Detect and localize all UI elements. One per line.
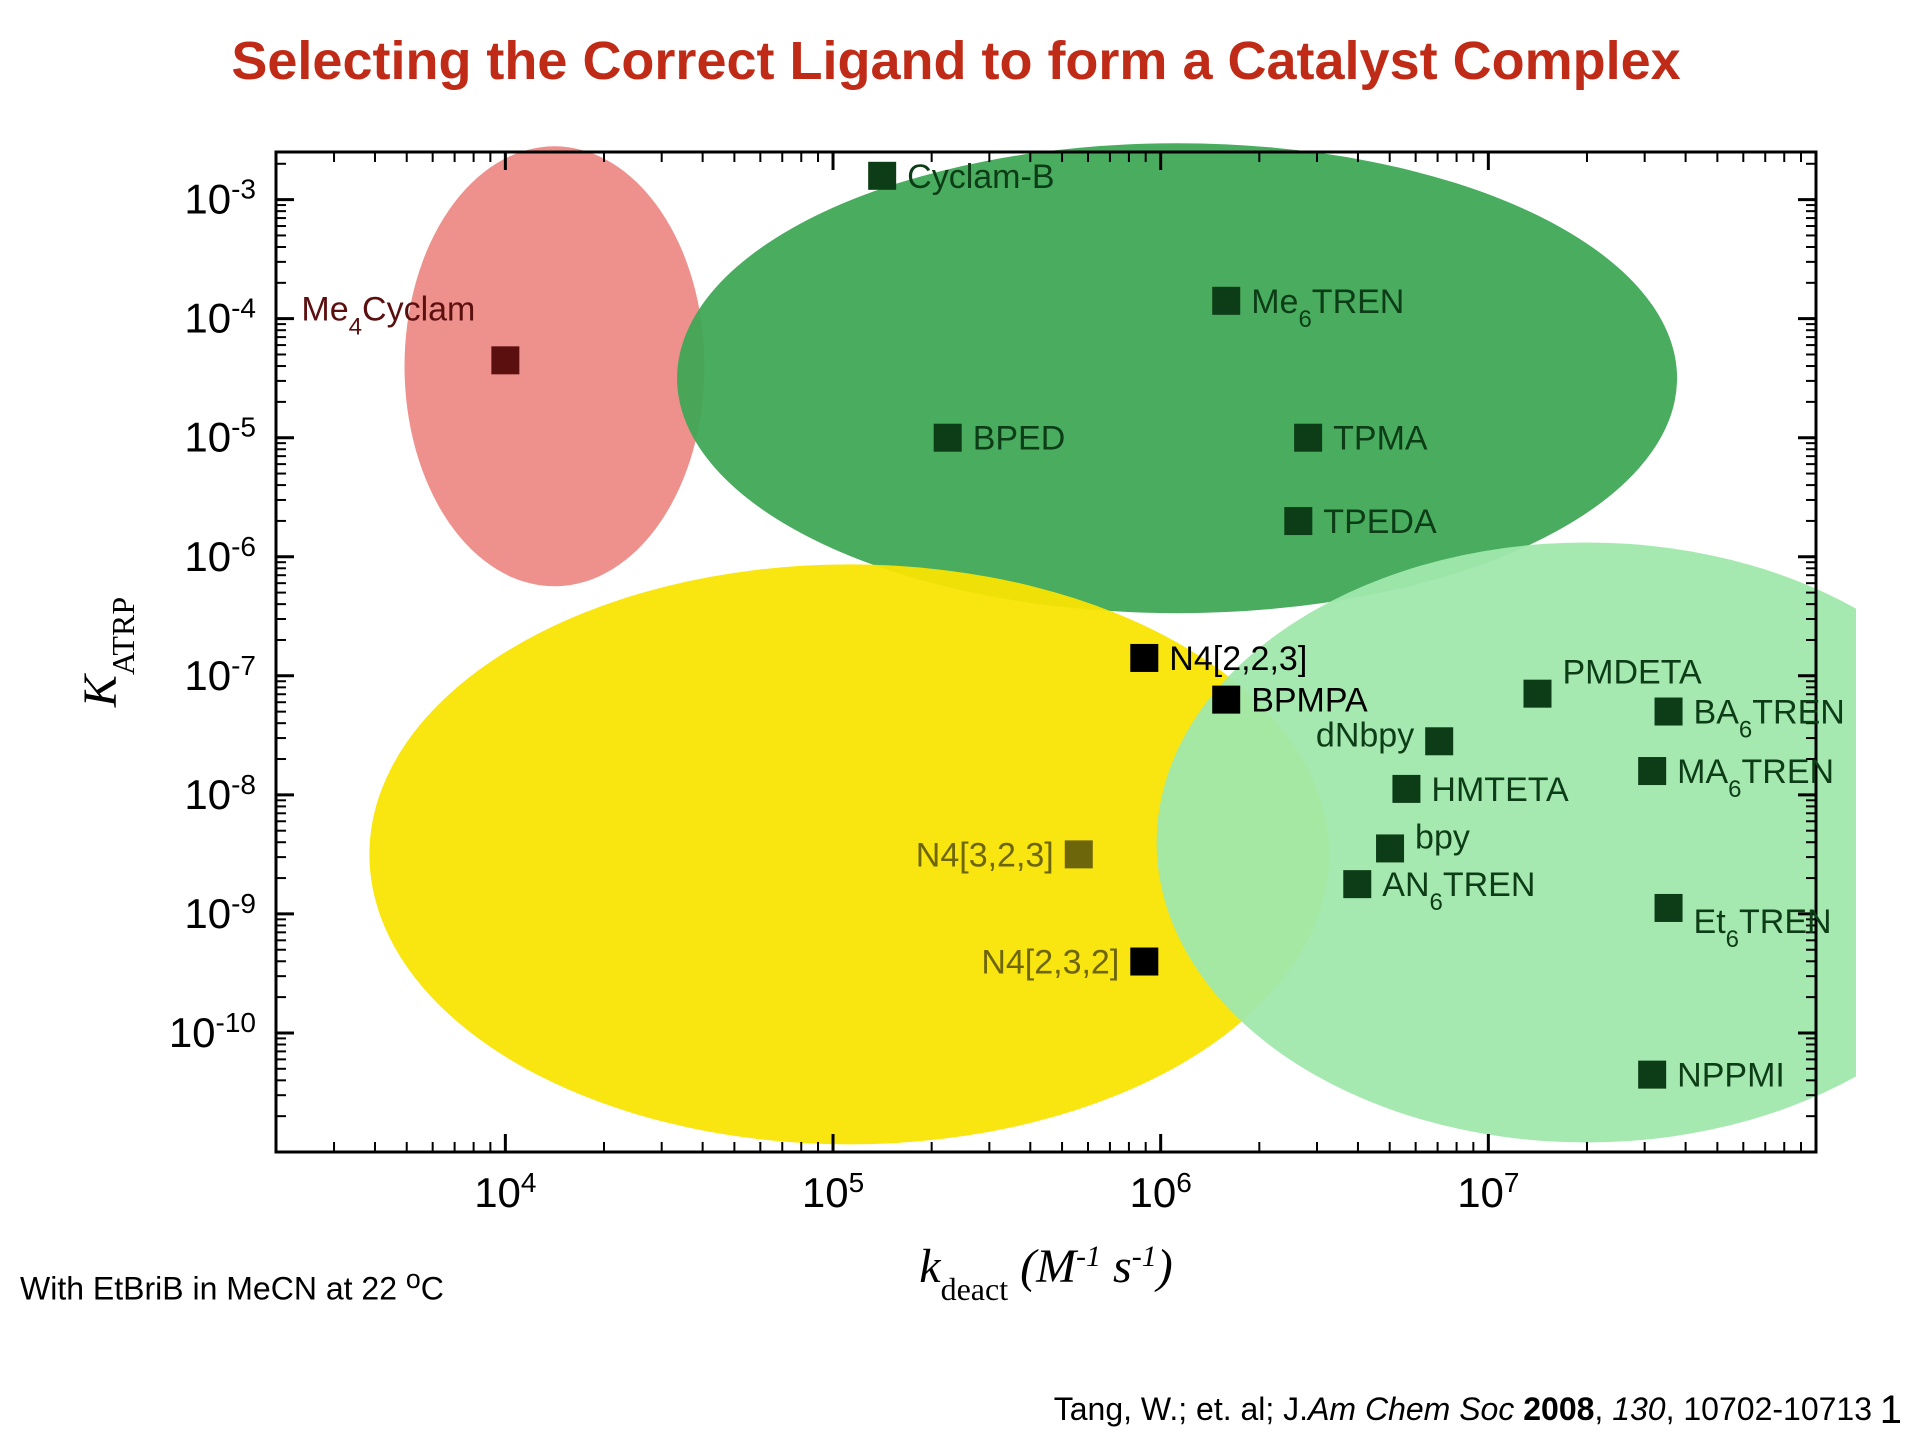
x-tick-label: 104 [474, 1167, 536, 1217]
data-point [1212, 686, 1240, 714]
data-point-label: N4[2,2,3] [1169, 640, 1307, 678]
x-axis-label: kdeact (M-1 s-1) [919, 1240, 1172, 1308]
data-point [1343, 870, 1371, 898]
data-point [491, 346, 519, 374]
data-point-label: bpy [1415, 818, 1470, 856]
citation: Tang, W.; et. al; J.Am Chem Soc 2008, 13… [1054, 1391, 1872, 1428]
data-point [1376, 834, 1404, 862]
data-point [1392, 775, 1420, 803]
data-point [868, 162, 896, 190]
data-point-label: PMDETA [1562, 654, 1701, 692]
dark-green-region [677, 143, 1677, 613]
data-point-label: dNbpy [1316, 716, 1414, 754]
data-point [1294, 424, 1322, 452]
data-point [1655, 894, 1683, 922]
data-point-label: N4[3,2,3] [916, 836, 1054, 874]
y-tick-label: 10-10 [169, 1006, 256, 1056]
data-point [1523, 680, 1551, 708]
data-point [1284, 507, 1312, 535]
data-point [1130, 948, 1158, 976]
data-point-label: TPEDA [1323, 503, 1437, 541]
data-point [1130, 644, 1158, 672]
red-region [405, 146, 705, 586]
y-tick-label: 10-6 [184, 530, 256, 580]
y-tick-label: 10-9 [184, 887, 256, 937]
x-tick-label: 106 [1130, 1167, 1192, 1217]
y-tick-label: 10-7 [184, 649, 256, 699]
data-point-label: HMTETA [1431, 771, 1569, 809]
data-point-label: TPMA [1333, 420, 1428, 458]
page-title: Selecting the Correct Ligand to form a C… [20, 30, 1892, 92]
y-axis-label: KATRP [74, 597, 141, 708]
data-point-label: Cyclam-B [907, 158, 1054, 196]
data-point [1638, 757, 1666, 785]
data-point [934, 424, 962, 452]
data-point-label: BPED [973, 420, 1066, 458]
data-point-label: N4[2,3,2] [981, 944, 1119, 982]
data-point-label: NPPMI [1677, 1057, 1785, 1095]
data-point [1655, 698, 1683, 726]
y-tick-label: 10-8 [184, 768, 256, 818]
footnote-conditions: With EtBriB in MeCN at 22 oC [20, 1264, 444, 1308]
data-point [1638, 1061, 1666, 1089]
data-point [1065, 840, 1093, 868]
light-green-region [1157, 542, 1856, 1142]
page-number: 1 [1880, 1388, 1902, 1433]
y-tick-label: 10-3 [184, 173, 256, 223]
scatter-chart: 104 105 106 107 10-10 10-9 10-8 10-7 10-6 10-5 10-… [56, 112, 1856, 1312]
data-point [1425, 727, 1453, 755]
y-tick-label: 10-4 [184, 292, 256, 342]
data-point-label: BPMPA [1251, 682, 1368, 720]
y-tick-label: 10-5 [184, 411, 256, 461]
x-tick-label: 105 [802, 1167, 864, 1217]
data-point [1212, 287, 1240, 315]
x-tick-label: 107 [1457, 1167, 1519, 1217]
